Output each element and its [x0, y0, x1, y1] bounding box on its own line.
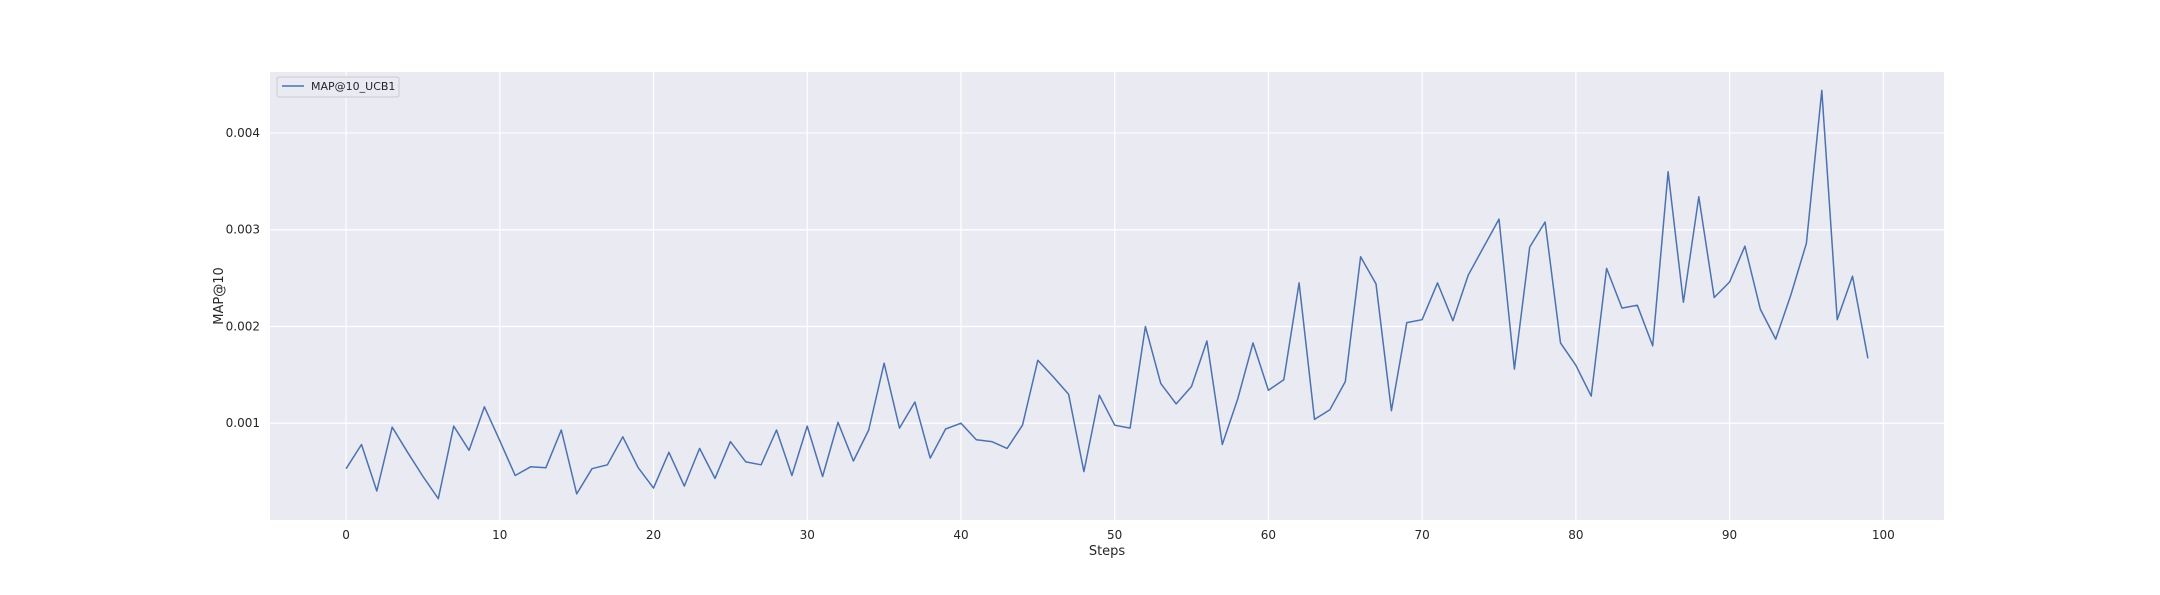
- legend-box: [276, 76, 400, 98]
- x-gridlines: [345, 72, 1884, 520]
- legend: MAP@10_UCB1: [276, 76, 400, 98]
- series-line-0: [345, 89, 1869, 500]
- x-tick-label: 60: [1261, 528, 1276, 542]
- x-tick-label: 80: [1568, 528, 1583, 542]
- x-tick-label: 30: [800, 528, 815, 542]
- y-tick-label: 0.001: [226, 416, 260, 430]
- x-tick-label: 100: [1872, 528, 1895, 542]
- x-tick-labels: 0 10 20 30 40 50 60 70 80 90 100: [342, 528, 1894, 542]
- plot-area: [270, 72, 1944, 520]
- x-tick-label: 40: [953, 528, 968, 542]
- series-layer: [345, 89, 1869, 500]
- x-tick-label: 50: [1107, 528, 1122, 542]
- legend-entry-label: MAP@10_UCB1: [311, 80, 395, 93]
- y-gridlines: [270, 132, 1944, 424]
- y-tick-label: 0.004: [226, 126, 260, 140]
- x-axis-label: Steps: [1089, 544, 1126, 559]
- y-tick-label: 0.002: [226, 319, 260, 333]
- x-tick-label: 0: [342, 528, 350, 542]
- y-axis-label: MAP@10: [212, 267, 227, 325]
- x-tick-label: 20: [646, 528, 661, 542]
- y-tick-label: 0.003: [226, 223, 260, 237]
- y-tick-labels: 0.001 0.002 0.003 0.004: [226, 126, 260, 430]
- x-tick-label: 10: [492, 528, 507, 542]
- x-tick-label: 70: [1414, 528, 1429, 542]
- x-tick-label: 90: [1722, 528, 1737, 542]
